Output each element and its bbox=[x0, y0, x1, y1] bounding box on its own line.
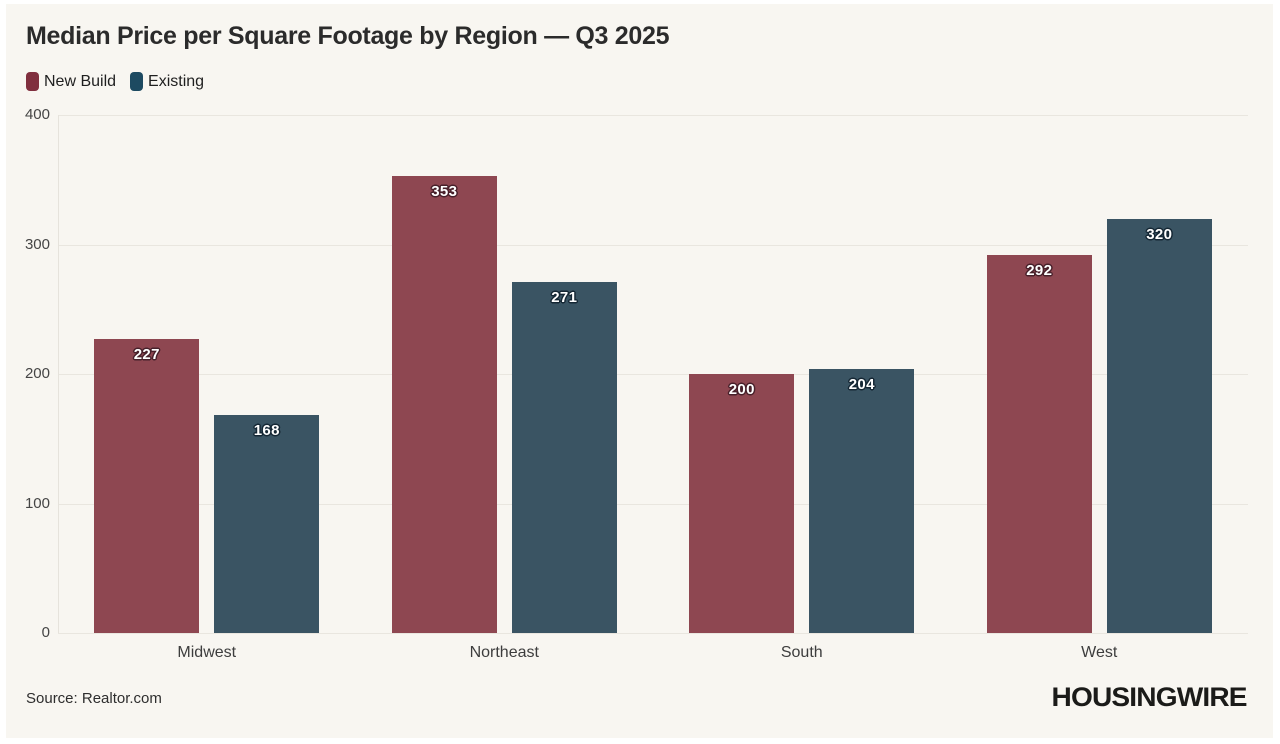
x-tick-label-northeast: Northeast bbox=[469, 644, 539, 661]
bar-new-build-west: 292 bbox=[986, 254, 1092, 633]
bar-new-build-northeast: 353 bbox=[391, 175, 497, 633]
bar-value-label: 204 bbox=[848, 375, 875, 393]
bar-value-label: 200 bbox=[728, 381, 755, 398]
bar-new-build-midwest: 227 bbox=[94, 339, 200, 633]
legend-swatch-existing bbox=[130, 72, 144, 91]
bar-value-label: 168 bbox=[253, 422, 280, 440]
legend-label: New Build bbox=[44, 72, 117, 90]
gridline-200 bbox=[58, 374, 1248, 375]
bar-new-build-south: 200 bbox=[689, 374, 795, 633]
legend-label: Existing bbox=[148, 72, 205, 90]
brand-logo: HOUSINGWIRE bbox=[1051, 682, 1248, 712]
bar-value-label: 271 bbox=[551, 289, 578, 307]
x-tick-label-south: South bbox=[780, 644, 823, 661]
bar-existing-midwest: 168 bbox=[214, 415, 320, 633]
bar-value-label: 292 bbox=[1026, 261, 1053, 279]
legend-swatch-new-build bbox=[26, 72, 39, 91]
gridline-300 bbox=[58, 244, 1248, 246]
y-tick-label-0: 0 bbox=[41, 624, 50, 641]
x-tick-label-west: West bbox=[1081, 644, 1118, 661]
gridline-100 bbox=[58, 503, 1248, 505]
chart-title: Median Price per Square Footage by Regio… bbox=[26, 22, 670, 50]
y-tick-label-200: 200 bbox=[24, 365, 50, 382]
legend-item-new-build: New Build bbox=[26, 72, 116, 91]
y-tick-label-100: 100 bbox=[24, 494, 50, 512]
gridline-0 bbox=[58, 633, 1248, 634]
y-tick-label-400: 400 bbox=[24, 106, 50, 123]
bar-existing-west: 320 bbox=[1106, 218, 1212, 633]
bar-value-label: 227 bbox=[133, 346, 160, 364]
bar-value-label: 320 bbox=[1146, 225, 1173, 243]
legend: New Build Existing bbox=[26, 72, 204, 91]
y-axis-line bbox=[58, 115, 59, 633]
source-note: Source: Realtor.com bbox=[26, 690, 162, 707]
x-tick-label-midwest: Midwest bbox=[177, 644, 237, 661]
legend-item-existing: Existing bbox=[130, 72, 204, 91]
gridline-400 bbox=[58, 115, 1248, 116]
bar-existing-northeast: 271 bbox=[511, 282, 617, 633]
bar-existing-south: 204 bbox=[809, 368, 915, 633]
bar-value-label: 353 bbox=[431, 182, 458, 200]
chart-card: Median Price per Square Footage by Regio… bbox=[6, 4, 1273, 738]
y-tick-label-300: 300 bbox=[24, 235, 50, 253]
